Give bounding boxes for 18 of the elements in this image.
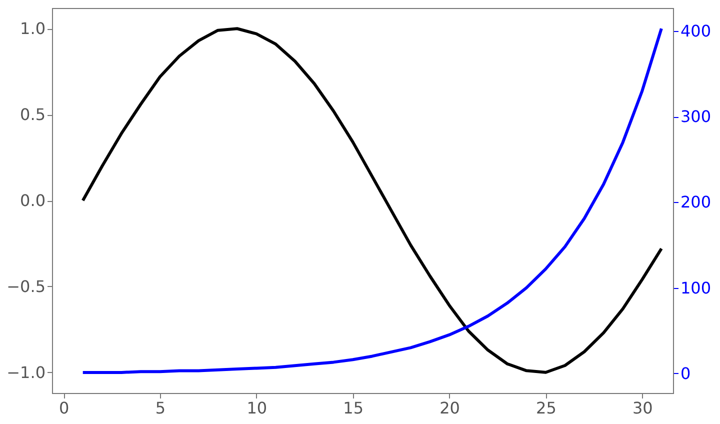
x-tick-label: 25 (536, 398, 556, 418)
y-tick-label: 1.0 (20, 19, 46, 38)
x-tick-label: 5 (155, 398, 166, 418)
y-tick-label: −0.5 (6, 276, 46, 296)
y2-tick-label: 400 (680, 22, 712, 41)
y2-tick-label: 0 (680, 364, 691, 383)
x-tick-label: 0 (58, 398, 70, 418)
y2-tick-label: 300 (680, 107, 712, 126)
x-tick-label: 20 (440, 398, 460, 418)
y2-tick-label: 100 (680, 278, 712, 298)
y-tick-label: 0.5 (20, 105, 46, 124)
x-tick-label: 15 (343, 398, 364, 418)
y2-tick-label: 200 (680, 192, 712, 212)
x-tick-label: 30 (632, 398, 653, 418)
y-tick-label: −1.0 (6, 362, 46, 382)
line-series (81, 27, 663, 374)
y-tick-label: 0.0 (20, 191, 46, 210)
x-tick-label: 10 (246, 398, 268, 418)
